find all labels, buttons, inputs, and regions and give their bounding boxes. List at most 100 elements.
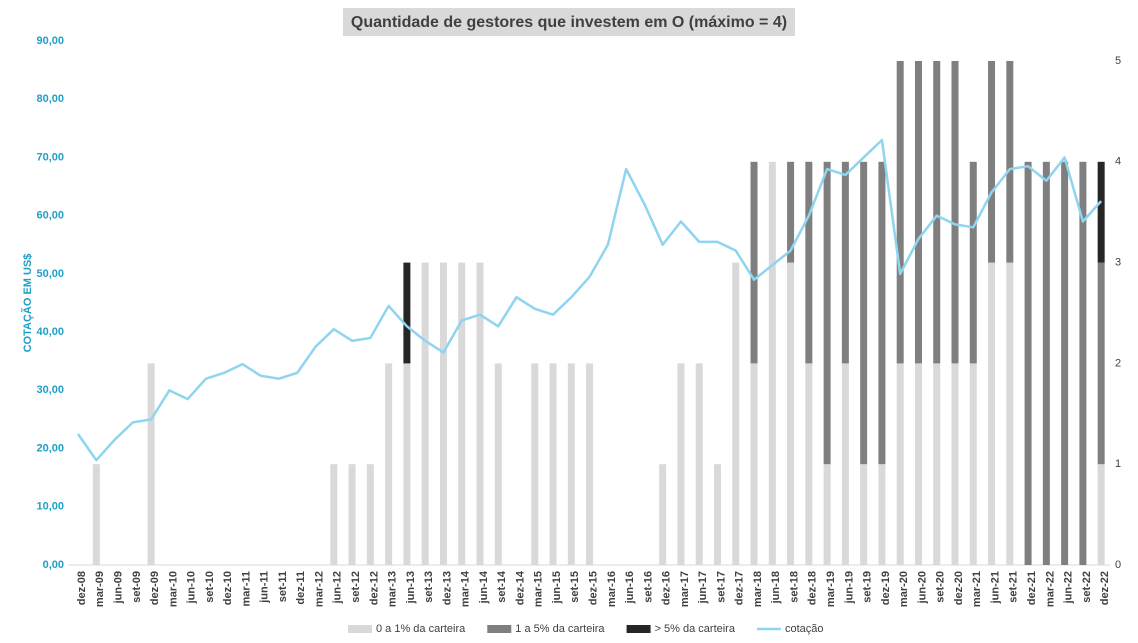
- x-tick-label: dez-16: [661, 571, 673, 605]
- bar: [750, 363, 758, 565]
- x-tick-label: set-15: [569, 571, 581, 603]
- x-tick-label: set-12: [350, 571, 362, 603]
- bar: [1024, 161, 1032, 566]
- x-tick-label: dez-17: [734, 571, 746, 605]
- bar: [439, 262, 447, 565]
- x-tick-label: dez-11: [295, 571, 307, 605]
- x-tick-label: set-22: [1081, 571, 1093, 603]
- y-tick-label: 20,00: [36, 442, 64, 454]
- bar: [805, 161, 813, 364]
- x-tick-label: dez-08: [76, 571, 88, 605]
- y2-tick-label: 3: [1115, 257, 1121, 269]
- x-tick-label: mar-15: [533, 571, 545, 607]
- y2-tick-label: 1: [1115, 458, 1121, 470]
- bar: [1042, 161, 1050, 566]
- y-tick-label: 90,00: [36, 35, 64, 47]
- x-tick-label: jun-17: [697, 571, 709, 604]
- y2-tick-label: 0: [1115, 559, 1121, 571]
- bar: [549, 363, 557, 565]
- bar: [403, 363, 411, 565]
- x-tick-label: dez-13: [441, 571, 453, 605]
- bar: [933, 61, 941, 364]
- x-tick-label: set-21: [1008, 571, 1020, 603]
- y-tick-label: 60,00: [36, 210, 64, 222]
- bar: [1006, 61, 1014, 263]
- x-tick-label: mar-17: [679, 571, 691, 607]
- x-tick-label: dez-14: [514, 570, 526, 605]
- y-tick-label: 40,00: [36, 326, 64, 338]
- bar: [896, 363, 904, 565]
- x-tick-label: dez-20: [953, 571, 965, 605]
- bar: [823, 464, 831, 565]
- x-tick-label: jun-09: [112, 571, 124, 604]
- x-tick-label: mar-12: [313, 571, 325, 607]
- bar: [969, 363, 977, 565]
- x-tick-label: set-18: [788, 571, 800, 603]
- x-tick-label: mar-14: [460, 570, 472, 607]
- x-tick-label: mar-09: [94, 571, 106, 607]
- y-axis-title: COTAÇÃO EM US$: [21, 254, 34, 353]
- x-tick-label: dez-19: [880, 571, 892, 605]
- y-tick-label: 0,00: [43, 559, 64, 571]
- legend-swatch: [348, 625, 372, 633]
- bar: [878, 161, 886, 465]
- bar: [1006, 262, 1014, 565]
- bar: [914, 363, 922, 565]
- bar: [951, 61, 959, 364]
- bar: [787, 161, 795, 263]
- x-tick-label: set-13: [423, 571, 435, 603]
- bar: [92, 464, 100, 565]
- y2-tick-label: 5: [1115, 55, 1121, 67]
- bar: [768, 161, 776, 566]
- x-tick-label: jun-21: [989, 571, 1001, 604]
- bar: [878, 464, 886, 565]
- bar: [896, 61, 904, 364]
- bar: [732, 262, 740, 565]
- bar: [914, 61, 922, 364]
- bar: [713, 464, 721, 565]
- bar: [933, 363, 941, 565]
- bar: [860, 464, 868, 565]
- x-tick-label: dez-18: [807, 571, 819, 605]
- x-tick-label: mar-19: [825, 571, 837, 607]
- x-tick-label: jun-10: [186, 571, 198, 604]
- bar: [531, 363, 539, 565]
- bar: [988, 61, 996, 263]
- bar: [750, 161, 758, 364]
- bar: [458, 262, 466, 565]
- y2-tick-label: 4: [1115, 156, 1121, 168]
- x-tick-label: set-20: [935, 571, 947, 603]
- bar: [586, 363, 594, 565]
- y-tick-label: 10,00: [36, 501, 64, 513]
- title-box: [343, 8, 795, 36]
- x-tick-label: jun-19: [843, 571, 855, 604]
- bar: [860, 161, 868, 465]
- x-tick-label: mar-18: [752, 571, 764, 607]
- x-tick-label: set-17: [715, 571, 727, 603]
- bar: [147, 363, 155, 565]
- x-tick-label: mar-11: [240, 571, 252, 606]
- bar: [695, 363, 703, 565]
- bar: [951, 363, 959, 565]
- x-tick-label: jun-12: [332, 571, 344, 604]
- x-tick-label: mar-22: [1044, 571, 1056, 607]
- bar: [385, 363, 393, 565]
- bar: [494, 363, 502, 565]
- x-tick-label: jun-11: [259, 571, 271, 604]
- bar: [659, 464, 667, 565]
- x-tick-label: jun-16: [624, 571, 636, 604]
- y2-tick-label: 2: [1115, 357, 1121, 369]
- legend-label: 0 a 1% da carteira: [376, 623, 466, 635]
- bar: [1097, 262, 1105, 465]
- bar: [1097, 464, 1105, 565]
- y-tick-label: 50,00: [36, 268, 64, 280]
- x-tick-label: set-19: [862, 571, 874, 603]
- bar: [677, 363, 685, 565]
- legend-swatch: [626, 625, 651, 633]
- x-tick-label: jun-13: [405, 571, 417, 604]
- legend-label: 1 a 5% da carteira: [515, 623, 605, 635]
- bar: [348, 464, 356, 565]
- x-tick-label: mar-21: [971, 571, 983, 607]
- bar: [823, 161, 831, 465]
